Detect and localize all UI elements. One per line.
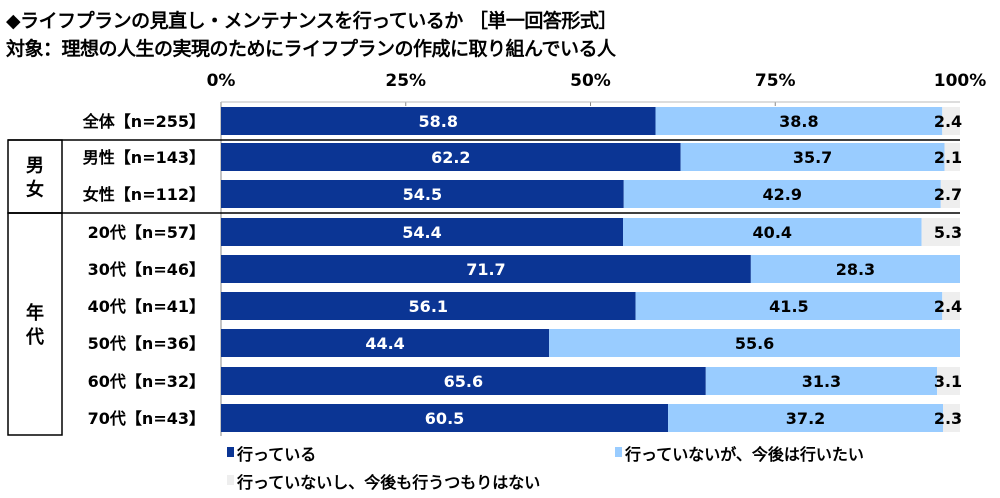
bar-segment [623, 180, 941, 208]
data-label: 60.5 [425, 409, 464, 428]
bar-segment [680, 143, 945, 171]
bar-segment [221, 404, 669, 432]
group-label: 男 [26, 156, 44, 177]
bar-segment [942, 292, 960, 320]
legend-label: 行っている [236, 445, 316, 464]
data-label: 62.2 [431, 148, 470, 167]
bar-segment [937, 367, 960, 395]
data-label: 35.7 [793, 148, 832, 167]
bar-segment [944, 143, 960, 171]
x-tick-label: 50% [570, 71, 611, 91]
data-label: 5.3 [934, 223, 962, 242]
bar-segment [549, 329, 960, 357]
data-label: 58.8 [419, 112, 458, 131]
chart-title: ◆ライフプランの見直し・メンテナンスを行っているか ［単一回答形式］ [6, 10, 617, 32]
data-label: 41.5 [769, 297, 808, 316]
category-label: 70代【n=43】 [88, 409, 205, 428]
data-label: 65.6 [444, 372, 483, 391]
bar-segment [221, 255, 751, 283]
bar-segment [221, 218, 624, 246]
legend-label: 行っていないし、今後も行うつもりはない [236, 473, 540, 492]
category-label: 女性【n=112】 [83, 185, 205, 204]
category-label: 全体【n=255】 [82, 112, 205, 131]
bar-segment [940, 180, 960, 208]
data-label: 2.7 [934, 185, 962, 204]
group-label: 女 [26, 179, 44, 201]
x-tick-label: 75% [755, 71, 796, 91]
bar-segment [221, 367, 706, 395]
group-label: 年 [26, 302, 44, 324]
legend-swatch [227, 475, 234, 485]
bar-segment [221, 107, 656, 135]
bar-segment [635, 292, 943, 320]
data-label: 31.3 [802, 372, 841, 391]
data-label: 38.8 [779, 112, 818, 131]
chart-subtitle: 対象：理想の人生の実現のためにライフプランの作成に取り組んでいる人 [6, 38, 616, 60]
legend-swatch [615, 447, 622, 457]
data-label: 44.4 [365, 334, 404, 353]
group-label: 代 [25, 327, 44, 348]
bar-segment [221, 329, 550, 357]
category-label: 50代【n=36】 [88, 334, 205, 353]
data-label: 2.3 [934, 409, 962, 428]
bar-segment [221, 292, 636, 320]
bar-segment [655, 107, 943, 135]
category-label: 60代【n=32】 [88, 372, 205, 391]
category-label: 40代【n=41】 [88, 297, 205, 316]
bar-segment [921, 218, 960, 246]
legend-swatch [227, 447, 234, 457]
data-label: 56.1 [409, 297, 448, 316]
bar-segment [623, 218, 922, 246]
data-label: 28.3 [836, 260, 875, 279]
group-box [7, 139, 63, 214]
bar-segment [668, 404, 944, 432]
data-label: 2.1 [934, 148, 962, 167]
x-tick-label: 0% [207, 71, 236, 91]
data-label: 54.5 [403, 185, 442, 204]
bar-segment [943, 404, 960, 432]
group-box [7, 212, 63, 436]
category-label: 30代【n=46】 [88, 260, 205, 279]
data-label: 42.9 [763, 185, 802, 204]
bar-segment [750, 255, 960, 283]
data-label: 37.2 [786, 409, 825, 428]
legend-label: 行っていないが、今後は行いたい [624, 445, 864, 464]
data-label: 2.4 [934, 297, 962, 316]
bar-segment [221, 180, 624, 208]
bar-segment [942, 107, 960, 135]
bar-segment [221, 143, 681, 171]
data-label: 40.4 [753, 223, 792, 242]
data-label: 55.6 [735, 334, 774, 353]
data-label: 3.1 [934, 372, 962, 391]
data-label: 71.7 [466, 260, 505, 279]
category-label: 男性【n=143】 [83, 148, 205, 167]
data-label: 2.4 [934, 112, 962, 131]
x-tick-label: 25% [385, 71, 426, 91]
bar-segment [705, 367, 938, 395]
category-label: 20代【n=57】 [88, 223, 205, 242]
data-label: 54.4 [402, 223, 441, 242]
x-tick-label: 100% [934, 71, 987, 91]
